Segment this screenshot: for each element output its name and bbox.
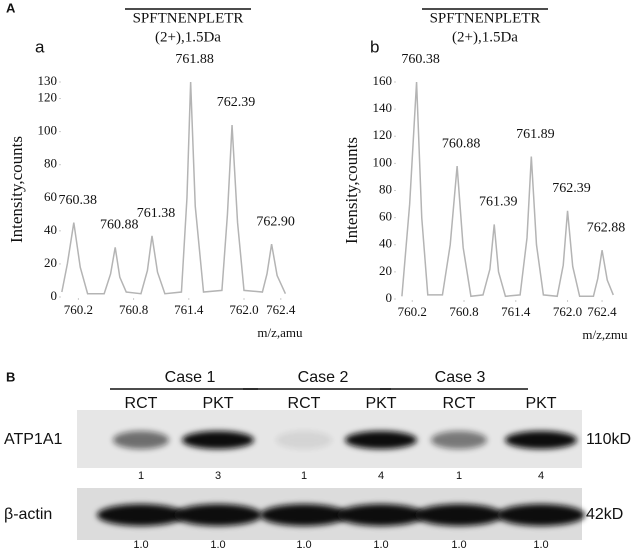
peak-label: 760.88 xyxy=(100,218,139,233)
y-tick-label: 100 xyxy=(373,154,393,169)
band xyxy=(431,431,487,449)
case-label: Case 3 xyxy=(435,369,486,386)
panel-label: A xyxy=(6,0,16,15)
x-tick-label: 762.0 xyxy=(553,304,582,319)
y-tick-label: 40 xyxy=(44,222,57,237)
x-axis-title: m/z,zmu xyxy=(582,327,628,342)
y-tick-label: 100 xyxy=(38,123,58,138)
charge: (2+),1.5Da xyxy=(452,29,518,45)
band xyxy=(276,431,332,449)
band xyxy=(345,431,417,449)
quantity: 1 xyxy=(138,470,144,482)
quantity: 1 xyxy=(456,470,462,482)
peak-label: 760.38 xyxy=(59,193,98,208)
lane-label: RCT xyxy=(125,395,158,412)
quantity: 4 xyxy=(378,470,384,482)
case-label: Case 1 xyxy=(165,369,216,386)
x-axis-title: m/z,amu xyxy=(257,325,303,340)
y-tick-label: 60 xyxy=(44,189,57,204)
y-tick-label: 80 xyxy=(379,181,392,196)
lane-label: PKT xyxy=(202,395,233,412)
peptide: SPFTNENPLETR xyxy=(133,10,244,26)
spectrum-line xyxy=(401,81,614,298)
y-tick-label: 120 xyxy=(373,127,393,142)
chart-label: a xyxy=(35,37,45,56)
y-axis-title: Intensity,counts xyxy=(342,137,361,244)
band xyxy=(113,431,169,449)
quantity: 1.0 xyxy=(296,539,311,551)
lane-label: PKT xyxy=(525,395,556,412)
case-label: Case 2 xyxy=(298,369,349,386)
peak-label: 762.88 xyxy=(587,220,626,235)
x-tick-label: 762.4 xyxy=(266,302,296,317)
quantity: 1.0 xyxy=(133,539,148,551)
quantity: 4 xyxy=(538,470,544,482)
spectrum-line xyxy=(61,81,287,295)
chart-label: b xyxy=(370,37,379,56)
lane-label: RCT xyxy=(443,395,476,412)
x-tick-label: 760.8 xyxy=(119,302,148,317)
y-tick-label: 130 xyxy=(38,73,58,88)
x-tick-label: 760.8 xyxy=(449,304,478,319)
y-tick-label: 60 xyxy=(379,209,392,224)
x-tick-label: 762.4 xyxy=(587,304,617,319)
band xyxy=(497,504,585,526)
x-tick-label: 760.2 xyxy=(398,304,427,319)
peak-label: 761.38 xyxy=(137,206,176,221)
band xyxy=(174,504,262,526)
band xyxy=(97,504,185,526)
quantity: 1 xyxy=(301,470,307,482)
band xyxy=(415,504,503,526)
quantity: 1.0 xyxy=(373,539,388,551)
quantity: 3 xyxy=(215,470,221,482)
y-tick-label: 20 xyxy=(44,255,57,270)
band xyxy=(182,431,254,449)
peak-label: 762.90 xyxy=(256,214,295,229)
quantity: 1.0 xyxy=(210,539,225,551)
y-axis-title: Intensity,counts xyxy=(7,136,26,243)
y-tick-label: 120 xyxy=(38,90,58,105)
peak-label: 761.89 xyxy=(516,127,555,142)
peak-label: 761.88 xyxy=(175,52,214,67)
y-tick-label: 40 xyxy=(379,236,392,251)
y-tick-label: 160 xyxy=(373,73,393,88)
panel-label: B xyxy=(6,369,15,384)
y-tick-label: 140 xyxy=(373,100,393,115)
charge: (2+),1.5Da xyxy=(155,29,221,45)
y-tick-label: 80 xyxy=(44,156,57,171)
x-tick-label: 762.0 xyxy=(229,302,258,317)
peak-label: 760.88 xyxy=(442,136,481,151)
peak-label: 762.39 xyxy=(217,95,256,110)
size-label: 110kD xyxy=(586,431,631,448)
band xyxy=(337,504,425,526)
band xyxy=(505,431,577,449)
y-tick-label: 0 xyxy=(51,288,58,303)
peak-label: 762.39 xyxy=(552,181,591,196)
y-tick-label: 20 xyxy=(379,263,392,278)
x-tick-label: 761.4 xyxy=(501,304,531,319)
row-label: ATP1A1 xyxy=(4,431,63,448)
size-label: 42kD xyxy=(586,506,623,523)
lane-label: RCT xyxy=(288,395,321,412)
lane-label: PKT xyxy=(365,395,396,412)
peak-label: 760.38 xyxy=(401,52,440,67)
x-tick-label: 761.4 xyxy=(174,302,204,317)
band xyxy=(260,504,348,526)
row-label: β-actin xyxy=(4,506,52,523)
peak-label: 761.39 xyxy=(479,195,518,210)
quantity: 1.0 xyxy=(451,539,466,551)
x-tick-label: 760.2 xyxy=(64,302,93,317)
peptide: SPFTNENPLETR xyxy=(430,10,541,26)
y-tick-label: 0 xyxy=(386,290,393,305)
quantity: 1.0 xyxy=(533,539,548,551)
